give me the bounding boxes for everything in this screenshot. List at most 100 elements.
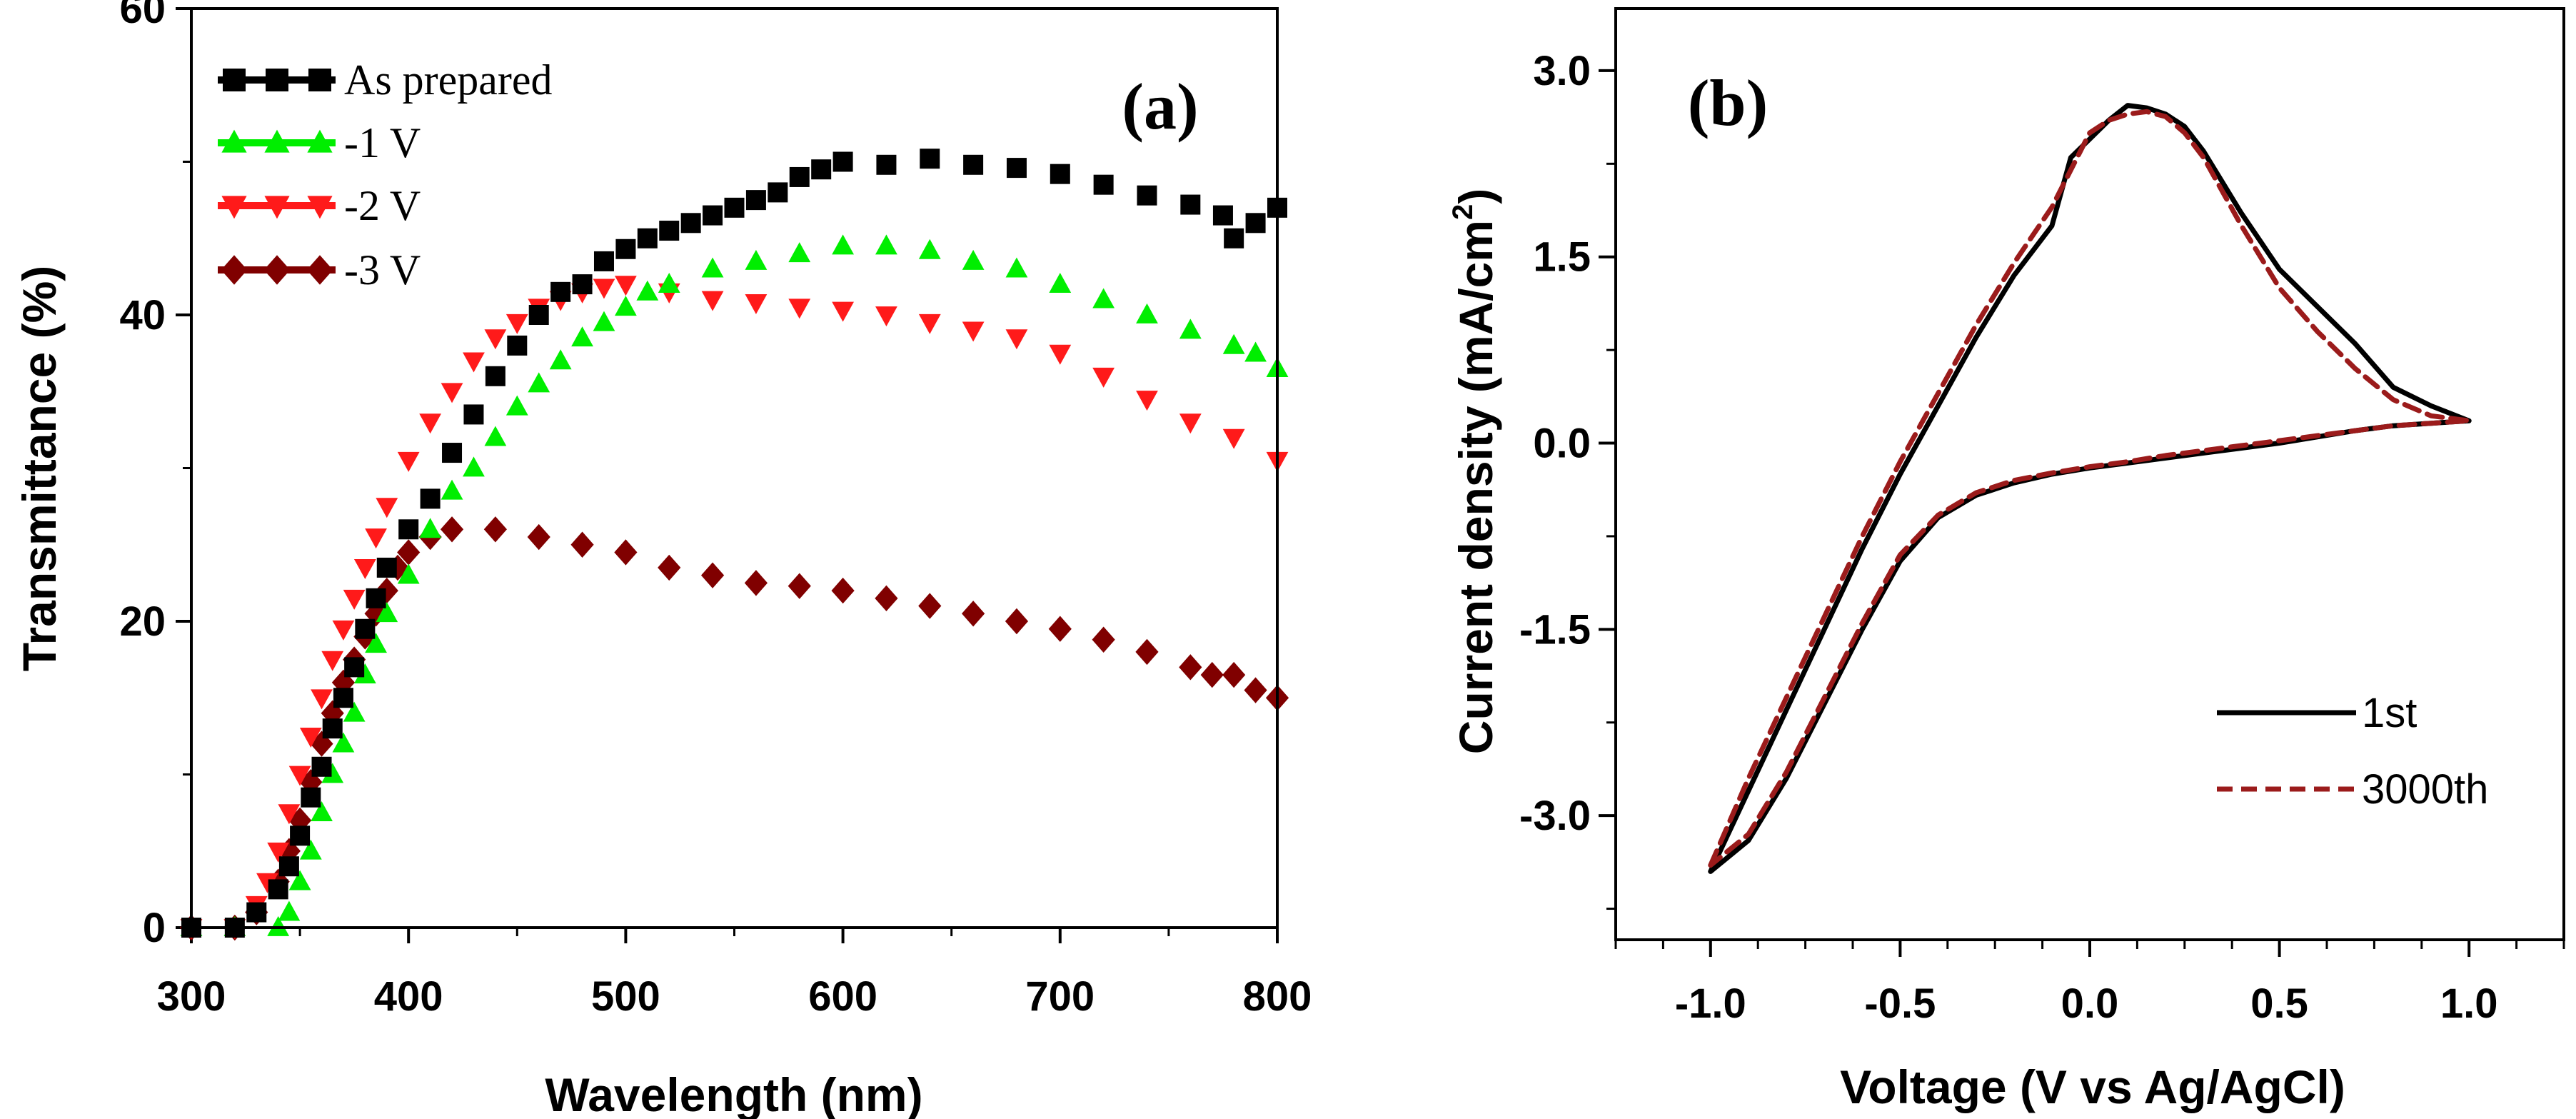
data-point-minus-1-v (353, 663, 376, 683)
panel-b-y-tick-label-1-5: 1.5 (1533, 234, 1591, 281)
panel-a-x-tick-label-500: 500 (591, 973, 660, 1020)
data-point-minus-3-v (744, 570, 768, 596)
legend-label-3000th: 3000th (2362, 766, 2488, 813)
data-point-minus-1-v (278, 900, 301, 921)
data-point-minus-2-v (593, 279, 615, 299)
data-point-minus-1-v (397, 563, 420, 584)
data-point-as-prepared (745, 190, 766, 211)
data-point-as-prepared (463, 404, 484, 425)
legend-entry-minus-1v: -1 V (218, 119, 421, 166)
data-point-as-prepared (278, 856, 299, 877)
legend-marker-minus-2-v (307, 196, 333, 219)
data-point-minus-2-v (1179, 413, 1202, 434)
data-point-minus-2-v (343, 589, 366, 610)
data-point-as-prepared (550, 281, 571, 302)
data-point-as-prepared (528, 305, 549, 325)
data-point-minus-1-v (484, 426, 507, 446)
data-point-as-prepared (963, 154, 984, 175)
data-point-as-prepared (1212, 205, 1233, 226)
data-point-minus-2-v (832, 301, 854, 322)
data-point-as-prepared (680, 213, 701, 234)
data-point-minus-1-v (1005, 257, 1028, 278)
data-point-minus-1-v (658, 273, 680, 293)
data-point-minus-3-v (831, 577, 855, 604)
data-point-minus-3-v (1222, 661, 1246, 688)
legend-marker-as-prepared (266, 69, 288, 91)
data-point-minus-2-v (788, 298, 811, 319)
data-point-minus-2-v (332, 620, 355, 641)
data-point-minus-1-v (288, 870, 311, 890)
panel-a-plot-frame (190, 7, 1279, 929)
legend-entry-as-prepared: As prepared (218, 56, 553, 104)
data-point-as-prepared (811, 159, 832, 180)
data-point-minus-2-v (353, 559, 376, 580)
data-point-as-prepared (724, 197, 745, 218)
data-point-minus-2-v (1092, 367, 1115, 388)
data-point-minus-1-v (1136, 303, 1158, 323)
panel-a-x-tick-label-600: 600 (808, 973, 877, 1020)
data-point-as-prepared (1180, 194, 1201, 215)
legend-label-1st: 1st (2362, 690, 2417, 736)
legend-marker-minus-1-v (264, 129, 290, 153)
panel-a-tick-labels: 300 400 500 600 700 800 0 20 40 60 (119, 0, 1312, 1020)
legend-markers-minus-1v (221, 129, 333, 153)
data-point-as-prepared (1050, 164, 1070, 184)
data-point-as-prepared (1224, 228, 1244, 249)
panel-b-y-axis-title-superscript: 2 (1447, 204, 1479, 220)
data-point-minus-1-v (549, 349, 572, 370)
panel-b-y-tick-label-3-0: 3.0 (1533, 48, 1591, 94)
panel-a-y-tick-label-20: 20 (119, 598, 166, 645)
data-point-minus-3-v (331, 669, 356, 696)
data-point-minus-2-v (299, 727, 322, 748)
data-point-as-prepared (322, 718, 343, 739)
data-point-as-prepared (442, 443, 463, 463)
legend-entry-3000th: 3000th (2217, 766, 2488, 813)
data-point-minus-2-v (365, 528, 387, 549)
data-point-as-prepared (420, 488, 441, 509)
panel-a-x-axis-title: Wavelength (nm) (545, 1068, 922, 1119)
data-point-minus-3-v (288, 807, 312, 834)
data-point-minus-1-v (636, 280, 659, 301)
data-point-as-prepared (832, 151, 853, 172)
data-point-minus-1-v (441, 479, 463, 500)
data-point-minus-1-v (1222, 333, 1245, 354)
data-point-as-prepared (507, 335, 528, 356)
data-point-minus-1-v (701, 257, 724, 278)
panel-b-y-tick-label-0-0: 0.0 (1533, 421, 1591, 467)
legend-label-minus-1v: -1 V (344, 119, 421, 166)
legend-marker-minus-2-v (264, 196, 290, 219)
data-point-minus-1-v (365, 633, 387, 653)
data-point-minus-2-v (278, 804, 301, 825)
data-point-as-prepared (1137, 185, 1157, 206)
data-point-as-prepared (920, 149, 940, 169)
data-point-minus-2-v (505, 313, 528, 334)
data-point-minus-2-v (1222, 428, 1245, 449)
data-point-minus-1-v (962, 249, 985, 270)
data-point-minus-2-v (745, 293, 768, 314)
data-point-as-prepared (366, 588, 386, 608)
data-point-minus-2-v (321, 651, 344, 671)
data-point-as-prepared (344, 657, 365, 678)
data-point-minus-3-v (440, 516, 464, 543)
data-point-minus-2-v (376, 498, 398, 518)
data-point-minus-2-v (311, 689, 333, 710)
panel-a-tick-marks (176, 7, 1279, 943)
data-point-minus-1-v (343, 701, 366, 722)
data-point-minus-3-v (397, 539, 421, 566)
data-point-minus-2-v (419, 413, 442, 434)
panel-b-x-axis-title: Voltage (V vs Ag/AgCl) (1840, 1060, 2345, 1113)
data-point-as-prepared (333, 688, 353, 708)
data-point-minus-3-v (527, 523, 550, 551)
data-point-as-prepared (659, 221, 680, 241)
data-point-minus-3-v (1048, 616, 1072, 642)
data-point-minus-1-v (745, 249, 768, 270)
data-point-minus-1-v (528, 372, 550, 393)
data-point-as-prepared (1093, 174, 1114, 195)
data-point-minus-1-v (376, 602, 398, 623)
data-point-minus-2-v (256, 873, 278, 893)
panel-a-x-tick-label-300: 300 (157, 973, 226, 1020)
data-point-minus-1-v (788, 242, 811, 263)
legend-markers-minus-2v (221, 196, 333, 219)
panel-a-label: (a) (1122, 70, 1198, 143)
data-point-minus-2-v (288, 766, 311, 786)
